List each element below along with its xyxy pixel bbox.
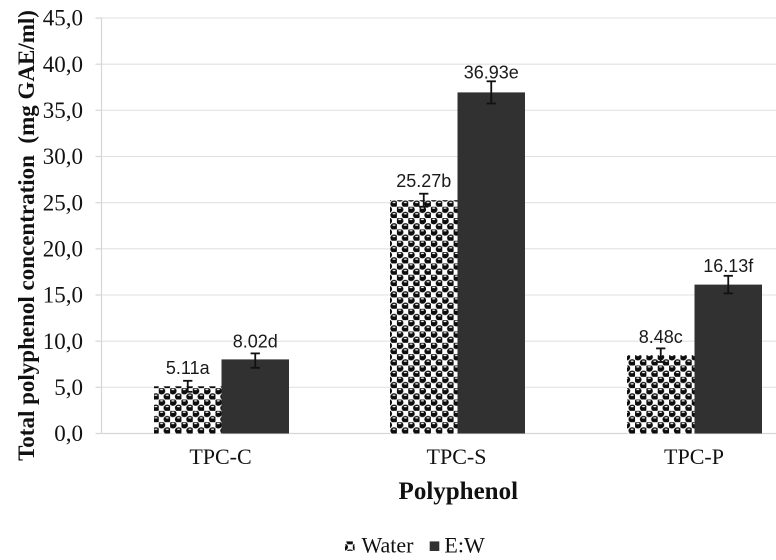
svg-text:35,0: 35,0 <box>43 98 83 123</box>
svg-text:25.27b: 25.27b <box>396 171 451 191</box>
svg-text:40,0: 40,0 <box>43 52 83 77</box>
svg-text:TPC-P: TPC-P <box>664 444 724 469</box>
svg-text:E:W: E:W <box>444 532 485 557</box>
svg-text:25,0: 25,0 <box>43 190 83 215</box>
svg-text:0,0: 0,0 <box>54 421 83 446</box>
svg-text:5,0: 5,0 <box>54 375 83 400</box>
svg-text:10,0: 10,0 <box>43 329 83 354</box>
svg-text:Polyphenol: Polyphenol <box>399 478 519 505</box>
svg-text:8.48c: 8.48c <box>639 327 683 347</box>
svg-text:8.02d: 8.02d <box>233 331 278 351</box>
svg-text:5.11a: 5.11a <box>166 358 211 378</box>
svg-text:16.13f: 16.13f <box>703 256 754 276</box>
svg-text:TPC-C: TPC-C <box>189 444 251 469</box>
svg-text:Total polyphenol concentration: Total polyphenol concentration (mg GAE/m… <box>14 10 39 461</box>
svg-text:TPC-S: TPC-S <box>427 444 487 469</box>
svg-text:Water: Water <box>362 532 415 557</box>
svg-text:45,0: 45,0 <box>43 6 83 31</box>
svg-text:36.93e: 36.93e <box>464 63 519 83</box>
svg-text:20,0: 20,0 <box>43 237 83 262</box>
svg-text:30,0: 30,0 <box>43 144 83 169</box>
svg-text:15,0: 15,0 <box>43 283 83 308</box>
